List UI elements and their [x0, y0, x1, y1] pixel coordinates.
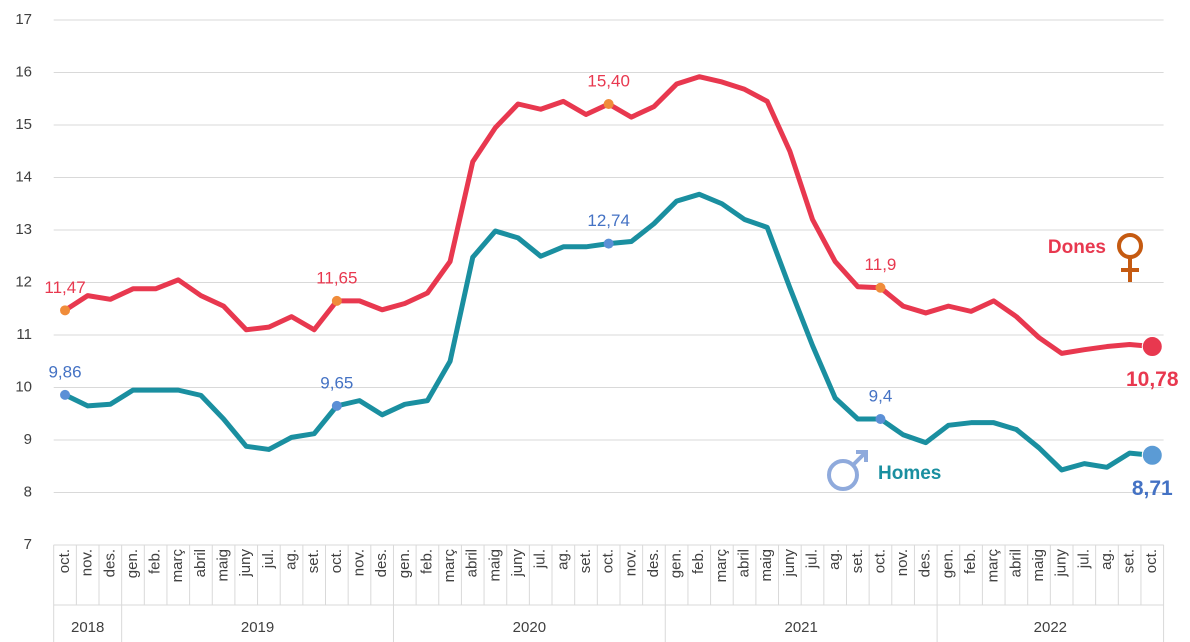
x-tick-label: set.: [849, 549, 866, 573]
end-marker: [1141, 336, 1163, 358]
legend-label: Dones: [1048, 237, 1106, 258]
y-tick-label: 8: [24, 483, 32, 500]
x-tick-label: maig: [486, 549, 503, 582]
year-label: 2020: [513, 619, 546, 636]
x-tick-label: oct.: [600, 549, 617, 573]
x-tick-label: ag.: [826, 549, 843, 570]
x-tick-label: feb.: [690, 549, 707, 574]
year-label: 2022: [1034, 619, 1067, 636]
x-tick-label: oct.: [328, 549, 345, 573]
x-tick-label: juny: [781, 549, 798, 578]
y-tick-label: 13: [15, 221, 32, 238]
marker: [331, 295, 342, 306]
data-label: 11,47: [44, 278, 85, 297]
x-tick-label: jul.: [1075, 549, 1092, 569]
x-tick-label: jul.: [803, 549, 820, 569]
x-tick-label: abril: [464, 549, 481, 577]
x-tick-label: maig: [1030, 549, 1047, 582]
y-tick-label: 9: [24, 431, 32, 448]
x-tick-label: ag.: [554, 549, 571, 570]
x-tick-label: set.: [577, 549, 594, 573]
y-tick-label: 11: [16, 326, 32, 343]
marker: [603, 238, 614, 249]
x-tick-label: oct.: [1143, 549, 1160, 573]
x-tick-label: oct.: [871, 549, 888, 573]
male-symbol: [827, 450, 868, 491]
x-tick-label: des.: [917, 549, 934, 577]
y-tick-label: 16: [15, 63, 32, 80]
x-tick-label: ag.: [283, 549, 300, 570]
y-tick-label: 15: [15, 116, 32, 133]
x-tick-label: feb.: [962, 549, 979, 574]
year-label: 2018: [71, 619, 104, 636]
x-tick-label: març: [713, 549, 730, 583]
x-tick-label: nov.: [622, 549, 639, 576]
legend-label: Homes: [878, 463, 941, 484]
x-tick-label: ag.: [1098, 549, 1115, 570]
x-tick-label: des.: [645, 549, 662, 577]
marker: [331, 400, 342, 411]
marker: [603, 99, 614, 109]
data-label: 11,9: [865, 255, 897, 274]
y-tick-label: 10: [15, 378, 32, 395]
end-marker: [1141, 444, 1163, 466]
x-tick-label: març: [169, 549, 186, 583]
data-label: 9,4: [869, 386, 893, 405]
marker: [875, 282, 886, 293]
x-tick-label: nov.: [350, 549, 367, 576]
x-tick-label: des.: [101, 549, 118, 577]
y-tick-label: 14: [15, 168, 32, 185]
data-label: 8,71: [1132, 477, 1173, 500]
data-label: 15,40: [587, 71, 630, 90]
data-label: 10,78: [1126, 368, 1179, 391]
series-line: [63, 191, 1153, 473]
x-tick-label: oct.: [56, 549, 73, 573]
x-tick-label: juny: [237, 549, 254, 578]
x-tick-label: març: [441, 549, 458, 583]
x-tick-label: març: [985, 549, 1002, 583]
marker: [60, 389, 71, 400]
x-tick-label: nov.: [894, 549, 911, 576]
x-tick-label: des.: [373, 549, 390, 577]
year-label: 2019: [241, 619, 274, 636]
data-label: 11,65: [316, 268, 357, 287]
x-tick-label: gen.: [939, 549, 956, 578]
female-symbol: [1117, 233, 1143, 282]
x-tick-label: abril: [1007, 549, 1024, 577]
x-tick-label: abril: [192, 549, 209, 577]
x-tick-label: feb.: [418, 549, 435, 574]
x-tick-label: jul.: [260, 549, 277, 569]
x-tick-label: feb.: [147, 549, 164, 574]
data-label: 9,65: [320, 373, 353, 392]
x-tick-label: set.: [305, 549, 322, 573]
x-tick-label: juny: [509, 549, 526, 578]
year-label: 2021: [784, 619, 817, 636]
y-tick-label: 12: [15, 273, 32, 290]
x-tick-label: maig: [758, 549, 775, 582]
marker: [875, 414, 886, 424]
x-tick-label: gen.: [396, 549, 413, 578]
x-tick-label: juny: [1053, 549, 1070, 578]
data-label: 9,86: [48, 362, 81, 381]
x-tick-label: gen.: [124, 549, 141, 578]
data-label: 12,74: [587, 211, 630, 230]
y-tick-label: 7: [24, 536, 32, 553]
x-tick-label: gen.: [668, 549, 685, 578]
x-tick-label: nov.: [79, 549, 96, 576]
x-tick-label: set.: [1121, 549, 1138, 573]
x-tick-label: maig: [215, 549, 232, 582]
x-tick-label: jul.: [532, 549, 549, 569]
marker: [60, 305, 71, 316]
y-tick-label: 17: [15, 11, 32, 28]
x-tick-label: abril: [736, 549, 753, 577]
